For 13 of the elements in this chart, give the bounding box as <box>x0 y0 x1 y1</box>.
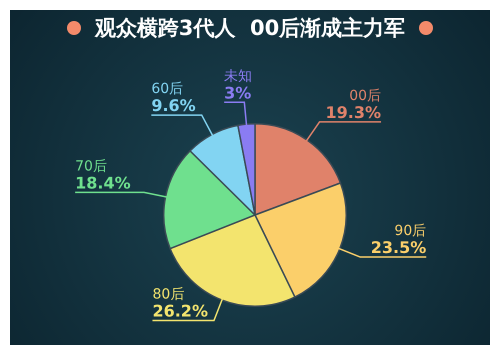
slice-label: 70后 <box>75 158 107 174</box>
data-label: 26.2% <box>152 302 208 321</box>
slice-label: 00后 <box>349 88 382 104</box>
slice-label: 未知 <box>224 68 252 84</box>
data-label: 3% <box>224 83 252 102</box>
slice-label: 80后 <box>152 286 184 303</box>
slice-label: 90后 <box>394 223 426 240</box>
data-label: 23.5% <box>370 238 426 258</box>
data-label: 18.4% <box>75 173 131 192</box>
data-label: 19.3% <box>326 102 382 122</box>
slice-label: 60后 <box>151 81 184 98</box>
chart-title: 观众横跨3代人 00后渐成主力军 <box>94 15 406 42</box>
data-label: 9.6% <box>151 96 196 116</box>
